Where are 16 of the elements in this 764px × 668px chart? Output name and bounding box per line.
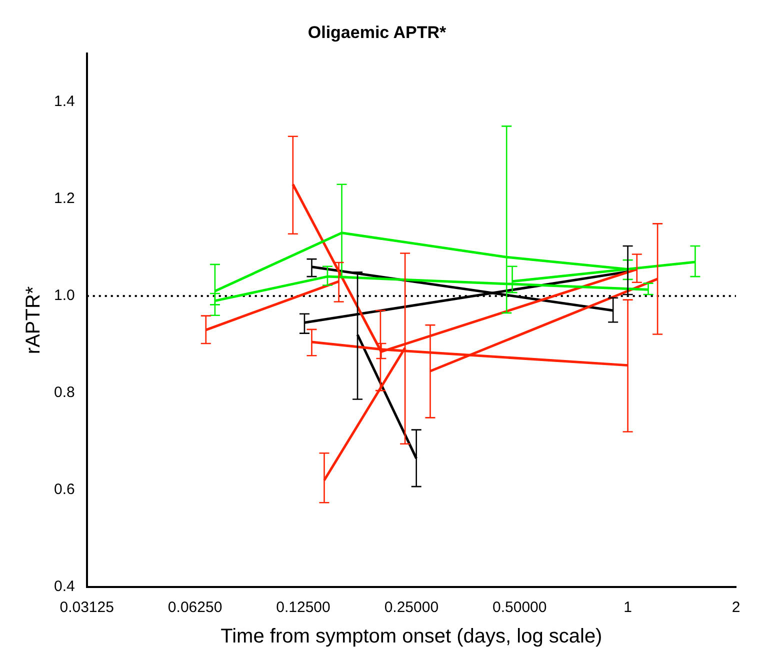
chart-title: Oligaemic APTR*: [308, 22, 446, 42]
y-tick-label: 1.2: [54, 190, 75, 208]
x-tick-label: 0.25000: [384, 599, 439, 616]
x-tick-label: 0.50000: [492, 599, 547, 616]
y-tick-label: 0.4: [54, 578, 75, 596]
y-tick-label: 1.4: [54, 93, 75, 110]
x-tick-label: 0.12500: [276, 599, 330, 616]
x-tick-label: 2: [732, 599, 740, 616]
y-tick-label: 0.6: [54, 481, 75, 498]
x-tick-label: 1: [624, 599, 632, 616]
x-tick-label: 0.03125: [60, 599, 114, 616]
y-axis-title: rAPTR*: [22, 286, 45, 354]
x-tick-label: 0.06250: [168, 599, 222, 616]
x-axis-title: Time from symptom onset (days, log scale): [220, 626, 602, 648]
y-tick-label: 1.0: [54, 287, 75, 304]
y-tick-label: 0.8: [54, 384, 75, 402]
